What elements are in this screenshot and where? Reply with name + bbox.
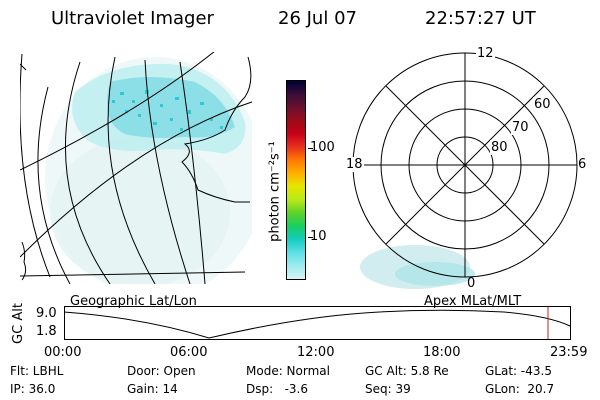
instrument-title: Ultraviolet Imager [51,8,214,29]
colorbar [286,80,306,280]
altitude-ylabel: GC Alt [10,303,26,344]
lat-ring-60: 60 [533,97,552,112]
geographic-map [20,52,252,284]
date-label: 26 Jul 07 [278,8,357,29]
aurora-speckles [112,90,223,131]
colorbar-tickmark [308,237,313,238]
info-seq: Seq: 39 [365,382,411,396]
colorbar-tick-100: 100 [310,140,335,155]
xtick-1200: 12:00 [297,345,335,360]
mlt-label-18: 18 [345,157,364,172]
info-mode: Mode: Normal [246,364,330,378]
mlt-label-12: 12 [476,46,495,61]
info-ip: IP: 36.0 [10,382,56,396]
mlt-label-0: 0 [467,276,476,291]
xtick-1800: 18:00 [423,345,461,360]
altitude-plot [64,306,571,340]
altitude-ymax: 9.0 [36,306,57,321]
info-gc-alt: GC Alt: 5.8 Re [365,364,449,378]
xtick-0600: 06:00 [170,345,208,360]
info-door: Door: Open [127,364,196,378]
mlt-label-6: 6 [578,157,587,172]
time-label: 22:57:27 UT [425,8,536,29]
xtick-2359: 23:59 [550,345,588,360]
apex-label: Apex MLat/MLT [424,294,522,309]
altitude-ymin: 1.8 [36,324,57,339]
info-dsp: Dsp: -3.6 [246,382,309,396]
polar-plot [352,52,578,289]
lat-ring-70: 70 [511,120,530,135]
aurora-glow-strong [107,77,235,138]
polar-glow [395,262,475,286]
polar-grid [352,52,578,278]
lat-ring-80: 80 [490,140,509,155]
info-filter: Flt: LBHL [10,364,64,378]
info-glat: GLat: -43.5 [485,364,552,378]
colorbar-tickmark [308,148,313,149]
info-glon: GLon: 20.7 [485,382,555,396]
colorbar-tick-10: 10 [310,229,327,244]
xtick-0000: 00:00 [44,345,82,360]
colorbar-unit-label: photon cm⁻²s⁻¹ [267,141,283,242]
coastline [20,56,252,281]
faint-glow [50,137,230,284]
geographic-label: Geographic Lat/Lon [70,294,197,309]
altitude-curve [64,309,571,339]
info-gain: Gain: 14 [127,382,178,396]
lat-lon-grid [20,52,252,284]
